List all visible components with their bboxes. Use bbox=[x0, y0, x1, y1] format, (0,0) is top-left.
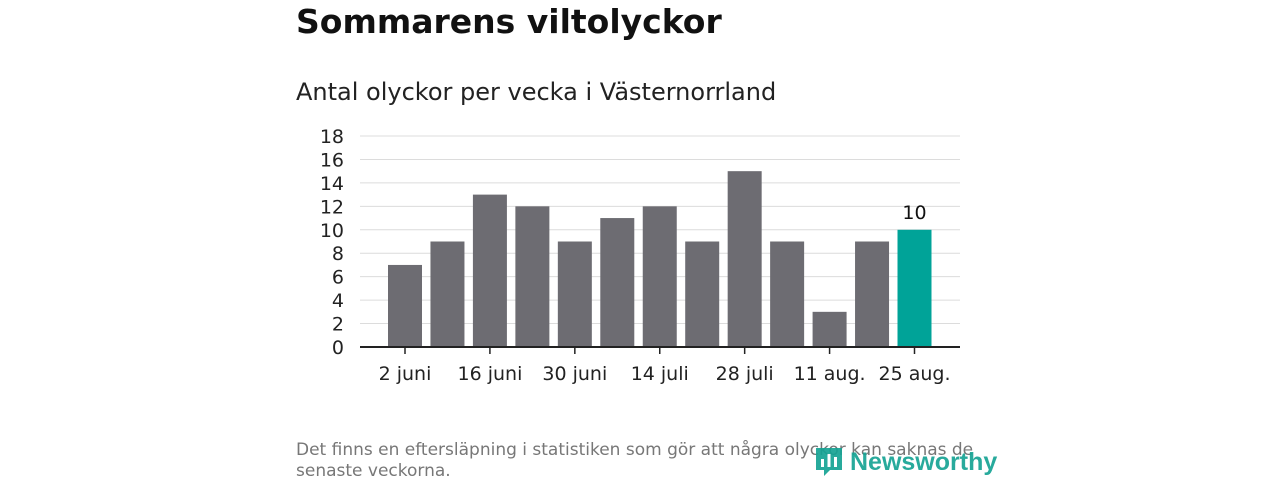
y-tick-label: 2 bbox=[332, 314, 344, 336]
bar bbox=[642, 206, 677, 347]
bar bbox=[557, 241, 592, 347]
bar bbox=[855, 241, 890, 347]
bar bbox=[388, 264, 422, 347]
bar bbox=[685, 241, 720, 347]
y-tick-label: 12 bbox=[320, 196, 344, 218]
x-axis-ticks: 2 juni 16 juni 30 juni 14 juli 28 juli 11 aug… bbox=[379, 347, 951, 385]
bar bbox=[515, 206, 550, 347]
bars bbox=[388, 171, 932, 347]
brand-name: Newsworthy bbox=[850, 447, 998, 476]
data-labels: 10 bbox=[902, 202, 926, 224]
bar bbox=[897, 229, 932, 347]
y-tick-label: 6 bbox=[332, 267, 344, 289]
x-tick-label: 25 aug. bbox=[878, 363, 950, 385]
chart-title: Sommarens viltolyckor bbox=[296, 2, 722, 41]
x-tick-label: 30 juni bbox=[542, 363, 607, 385]
y-tick-label: 14 bbox=[320, 173, 344, 195]
footnote: Det finns en eftersläpning i statistiken… bbox=[296, 440, 974, 481]
chart-subtitle: Antal olyckor per vecka i Västernorrland bbox=[296, 78, 777, 106]
bar bbox=[430, 241, 465, 347]
y-tick-label: 0 bbox=[332, 337, 344, 359]
bar bbox=[472, 194, 507, 347]
bar-chart-logo-icon bbox=[816, 448, 842, 476]
y-tick-label: 4 bbox=[332, 290, 344, 312]
bar bbox=[812, 311, 847, 347]
x-tick-label: 28 juli bbox=[716, 363, 774, 385]
data-label: 10 bbox=[902, 202, 926, 224]
brand-logo[interactable]: Newsworthy bbox=[814, 446, 997, 478]
y-tick-label: 8 bbox=[332, 243, 344, 265]
bar bbox=[600, 218, 635, 347]
x-tick-label: 11 aug. bbox=[794, 363, 866, 385]
bar bbox=[727, 171, 762, 347]
y-tick-label: 16 bbox=[320, 149, 344, 171]
x-tick-label: 14 juli bbox=[631, 363, 689, 385]
y-tick-label: 10 bbox=[320, 220, 344, 242]
bar bbox=[770, 241, 805, 347]
y-tick-label: 18 bbox=[320, 126, 344, 148]
x-tick-label: 2 juni bbox=[379, 363, 432, 385]
x-tick-label: 16 juni bbox=[457, 363, 522, 385]
